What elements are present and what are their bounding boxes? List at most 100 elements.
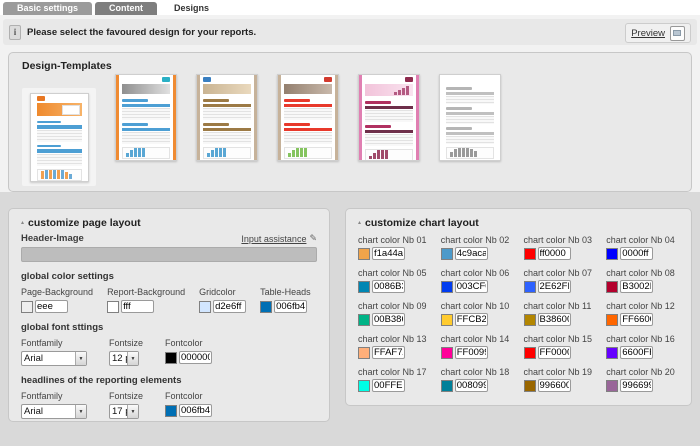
chart-color-input[interactable] xyxy=(454,313,488,326)
chart-color-label: chart color Nb 17 xyxy=(358,367,427,377)
top-zone: i Please select the favoured design for … xyxy=(0,15,700,192)
headline-fontsize-select[interactable]: 17 px ▼ xyxy=(109,404,139,419)
design-template-5[interactable] xyxy=(358,74,420,161)
chart-color-input[interactable] xyxy=(620,346,654,359)
preview-icon[interactable] xyxy=(670,25,685,41)
template-thumbnail[interactable] xyxy=(358,74,420,161)
chart-color-swatch[interactable] xyxy=(358,346,370,359)
design-template-3[interactable] xyxy=(196,74,258,161)
tab-bar: Basic settings Content Designs xyxy=(0,0,700,15)
fontsize-select[interactable]: 12 px ▼ xyxy=(109,351,139,366)
headline-fontsize-field: Fontsize 17 px ▼ xyxy=(109,391,143,419)
headline-fontcolor-input[interactable] xyxy=(179,404,213,417)
chart-color-swatch[interactable] xyxy=(606,247,619,260)
table-heads-input[interactable] xyxy=(274,300,308,313)
chart-color-input[interactable] xyxy=(372,313,405,326)
chart-color-04: chart color Nb 04 xyxy=(606,235,679,260)
design-template-2[interactable] xyxy=(115,74,177,161)
headline-fontfamily-select[interactable]: Arial ▼ xyxy=(21,404,87,419)
chart-color-input[interactable] xyxy=(620,313,654,326)
gridcolor-swatch[interactable] xyxy=(199,300,212,313)
chart-color-input[interactable] xyxy=(537,346,571,359)
chart-color-input[interactable] xyxy=(620,379,654,392)
template-thumbnail[interactable] xyxy=(115,74,177,161)
info-bar: i Please select the favoured design for … xyxy=(3,19,697,45)
chart-color-input[interactable] xyxy=(537,247,571,260)
report-background-input[interactable] xyxy=(121,300,155,313)
chart-color-08: chart color Nb 08 xyxy=(606,268,679,293)
chart-color-swatch[interactable] xyxy=(523,379,536,392)
info-icon: i xyxy=(9,24,21,40)
design-templates-title: Design-Templates xyxy=(22,60,112,72)
page-background-swatch[interactable] xyxy=(21,300,33,313)
template-thumbnail[interactable] xyxy=(196,74,258,161)
collapse-icon[interactable]: ▴ xyxy=(21,220,25,226)
chart-color-12: chart color Nb 12 xyxy=(606,301,679,326)
gridcolor-input[interactable] xyxy=(213,300,247,313)
tab-basic-settings[interactable]: Basic settings xyxy=(3,2,93,15)
chart-color-swatch[interactable] xyxy=(606,313,619,326)
chart-color-swatch[interactable] xyxy=(440,280,453,293)
fontsize-label: Fontsize xyxy=(109,391,144,401)
input-assistance-label[interactable]: Input assistance xyxy=(241,233,307,244)
chart-color-input[interactable] xyxy=(620,247,654,260)
fontcolor-swatch[interactable] xyxy=(165,351,178,364)
chart-color-swatch[interactable] xyxy=(358,379,370,392)
global-color-fields: Page-Background Report-Background Gridcolo… xyxy=(21,287,317,313)
chart-color-input[interactable] xyxy=(620,280,654,293)
tab-designs[interactable]: Designs xyxy=(160,2,224,15)
table-heads-swatch[interactable] xyxy=(260,300,273,313)
chart-color-swatch[interactable] xyxy=(440,379,453,392)
chart-color-swatch[interactable] xyxy=(606,346,619,359)
chart-color-label: chart color Nb 20 xyxy=(606,367,675,377)
chart-color-input[interactable] xyxy=(537,280,571,293)
preview-button[interactable]: Preview xyxy=(625,23,691,43)
chart-color-input[interactable] xyxy=(372,346,405,359)
chart-color-swatch[interactable] xyxy=(440,346,453,359)
chart-color-input[interactable] xyxy=(454,247,488,260)
chart-color-swatch[interactable] xyxy=(606,379,619,392)
chart-color-label: chart color Nb 06 xyxy=(440,268,510,278)
fontcolor-input[interactable] xyxy=(179,351,213,364)
headline-fontcolor-swatch[interactable] xyxy=(165,404,178,417)
chart-color-swatch[interactable] xyxy=(523,247,536,260)
chart-color-swatch[interactable] xyxy=(440,247,453,260)
template-thumbnail[interactable] xyxy=(29,92,89,182)
global-font-settings-title: global font sttings xyxy=(21,322,104,333)
chart-color-swatch[interactable] xyxy=(523,280,536,293)
chart-color-swatch[interactable] xyxy=(606,280,619,293)
template-thumbnail[interactable] xyxy=(439,74,501,161)
chart-color-02: chart color Nb 02 xyxy=(440,235,514,260)
fontfamily-value: Arial xyxy=(24,353,44,364)
chart-color-swatch[interactable] xyxy=(523,313,536,326)
chart-color-input[interactable] xyxy=(372,379,405,392)
preview-link[interactable]: Preview xyxy=(631,27,665,39)
edit-icon: ✎ xyxy=(309,233,317,243)
chart-color-swatch[interactable] xyxy=(523,346,536,359)
chart-color-label: chart color Nb 18 xyxy=(440,367,510,377)
chart-color-input[interactable] xyxy=(454,346,488,359)
chart-color-input[interactable] xyxy=(372,280,405,293)
template-list xyxy=(9,72,691,186)
chart-color-input[interactable] xyxy=(372,247,405,260)
page-background-input[interactable] xyxy=(35,300,68,313)
header-image-input[interactable] xyxy=(21,247,317,262)
fontfamily-select[interactable]: Arial ▼ xyxy=(21,351,87,366)
collapse-icon[interactable]: ▴ xyxy=(358,220,362,226)
chart-color-swatch[interactable] xyxy=(358,247,370,260)
tab-content[interactable]: Content xyxy=(95,2,158,15)
chart-color-swatch[interactable] xyxy=(358,280,370,293)
design-template-4[interactable] xyxy=(277,74,339,161)
chart-color-input[interactable] xyxy=(537,379,571,392)
design-template-6[interactable] xyxy=(439,74,501,161)
chart-color-swatch[interactable] xyxy=(358,313,370,326)
chart-color-swatch[interactable] xyxy=(440,313,453,326)
chart-color-input[interactable] xyxy=(537,313,571,326)
chart-color-input[interactable] xyxy=(454,379,488,392)
template-thumbnail[interactable] xyxy=(277,74,339,161)
chart-color-input[interactable] xyxy=(454,280,488,293)
design-template-1-selected[interactable] xyxy=(22,88,96,186)
report-background-swatch[interactable] xyxy=(107,300,120,313)
chart-color-09: chart color Nb 09 xyxy=(358,301,431,326)
input-assistance-link[interactable]: Input assistance ✎ xyxy=(241,233,317,244)
